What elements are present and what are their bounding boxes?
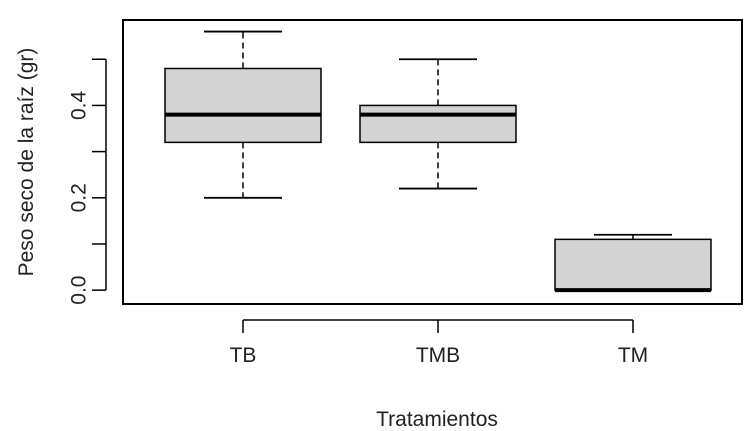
iqr-box (554, 238, 712, 291)
boxes (164, 30, 712, 293)
box-tb (164, 30, 322, 199)
y-tick-label: 0.4 (67, 91, 90, 121)
iqr-box (164, 67, 322, 144)
box-tm (554, 233, 712, 293)
y-tick-label: 0.0 (67, 276, 90, 305)
x-axis-title: Tratamientos (376, 408, 498, 431)
x-tick-label: TMB (416, 344, 460, 367)
x-axis: TB TMB TM (230, 319, 648, 367)
x-tick-label: TB (230, 344, 257, 367)
iqr-box (359, 104, 517, 144)
y-tick-label: 0.2 (67, 183, 90, 212)
y-axis: 0.0 0.2 0.4 (67, 58, 107, 305)
x-tick-label: TM (618, 344, 648, 367)
y-axis-title: Peso seco de la raíz (gr) (15, 48, 38, 277)
plot-frame (122, 19, 743, 305)
box-tmb (359, 58, 517, 190)
